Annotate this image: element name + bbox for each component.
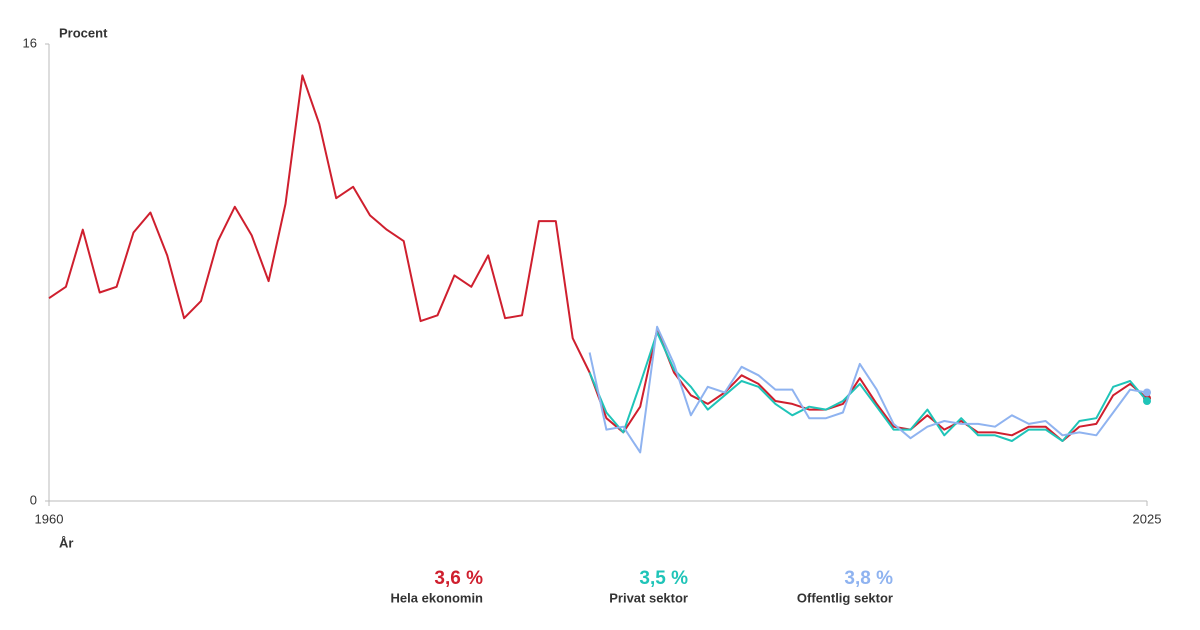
legend-value: 3,8 % xyxy=(844,568,893,589)
y-tick-label: 0 xyxy=(30,492,37,507)
y-tick-label: 16 xyxy=(23,35,37,50)
last-point xyxy=(1143,397,1151,406)
line-series xyxy=(48,74,1148,442)
line-series xyxy=(588,331,1148,442)
legend-value: 3,6 % xyxy=(434,568,483,589)
legend-value: 3,5 % xyxy=(639,568,688,589)
legend-label: Privat sektor xyxy=(609,590,688,605)
x-tick-label: 1960 xyxy=(35,511,64,526)
y-axis-label: Procent xyxy=(59,25,108,40)
x-tick-label: 2025 xyxy=(1133,511,1162,526)
legend-label: Hela ekonomin xyxy=(391,590,484,605)
line-series xyxy=(588,325,1148,454)
last-point xyxy=(1143,388,1151,397)
legend-label: Offentlig sektor xyxy=(797,590,893,605)
x-axis-label: År xyxy=(59,535,73,550)
